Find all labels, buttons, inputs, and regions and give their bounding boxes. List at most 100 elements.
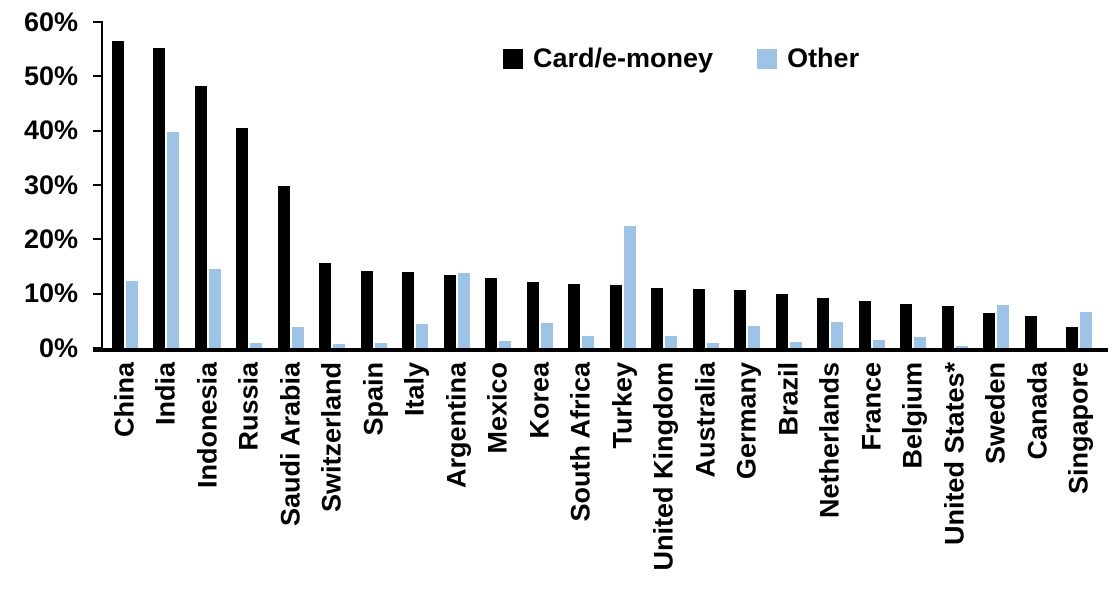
category-label-russia: Russia — [233, 362, 264, 451]
bar-card-e-money-united-kingdom — [651, 288, 664, 348]
bar-other-france — [872, 339, 885, 348]
y-tick-mark — [93, 184, 101, 186]
bar-cluster — [775, 293, 802, 348]
bar-card-e-money-france — [858, 301, 871, 348]
category-column-australia: Australia — [685, 22, 727, 478]
bar-cluster — [692, 289, 719, 348]
bar-other-korea — [540, 323, 553, 348]
bar-card-e-money-brazil — [775, 293, 788, 348]
bar-other-germany — [748, 326, 761, 348]
bar-other-south-africa — [582, 335, 595, 348]
bar-other-belgium — [914, 337, 927, 348]
y-tick-label: 60% — [23, 6, 78, 37]
chart-legend: Card/e-money Other — [503, 45, 859, 72]
other-swatch-icon — [757, 48, 778, 69]
category-label-canada: Canada — [1022, 362, 1053, 460]
bar-cluster — [111, 41, 138, 348]
category-label-italy: Italy — [399, 362, 430, 417]
bar-other-turkey — [623, 225, 636, 348]
category-column-turkey: Turkey — [602, 22, 644, 449]
category-column-argentina: Argentina — [436, 22, 478, 488]
bar-other-brazil — [789, 342, 802, 348]
legend-item-other: Other — [757, 45, 859, 72]
bar-cluster — [443, 273, 470, 348]
bar-card-e-money-south-africa — [568, 284, 581, 348]
bar-card-e-money-saudi-arabia — [277, 186, 290, 348]
plot-area: China India Indonesia Russia Saudi Arabia Swi… — [104, 22, 1100, 570]
bar-other-australia — [706, 342, 719, 348]
bar-other-united-states — [955, 346, 968, 348]
bar-cluster — [402, 271, 429, 348]
bar-card-e-money-india — [153, 48, 166, 348]
bar-card-e-money-turkey — [609, 285, 622, 348]
bar-card-e-money-argentina — [443, 275, 456, 348]
bar-other-switzerland — [333, 343, 346, 348]
bar-cluster — [1024, 315, 1051, 348]
y-tick-label: 50% — [23, 60, 78, 91]
category-column-china: China — [104, 22, 146, 437]
bar-card-e-money-mexico — [485, 277, 498, 348]
bar-card-e-money-spain — [360, 271, 373, 348]
bar-cluster — [485, 277, 512, 348]
bar-card-e-money-russia — [236, 127, 249, 348]
bar-cluster — [319, 263, 346, 348]
bar-card-e-money-sweden — [983, 313, 996, 348]
category-label-belgium: Belgium — [897, 362, 928, 469]
category-label-united-states: United States* — [939, 362, 970, 546]
card-e-money-swatch-icon — [503, 48, 523, 69]
bar-card-e-money-italy — [402, 271, 415, 348]
category-column-spain: Spain — [353, 22, 395, 436]
category-label-south-africa: South Africa — [565, 362, 596, 522]
category-column-italy: Italy — [395, 22, 437, 416]
y-tick-mark — [93, 75, 101, 78]
category-column-south-africa: South Africa — [561, 22, 603, 522]
category-column-mexico: Mexico — [478, 22, 520, 454]
y-tick-mark — [93, 129, 101, 132]
y-tick-mark — [93, 21, 101, 23]
legend-item-card-e-money: Card/e-money — [503, 45, 713, 72]
category-label-mexico: Mexico — [482, 362, 513, 454]
bar-cluster — [858, 301, 885, 348]
category-column-brazil: Brazil — [768, 22, 810, 436]
category-label-united-kingdom: United Kingdom — [648, 362, 679, 571]
category-column-india: India — [146, 22, 188, 425]
bar-other-mexico — [499, 340, 512, 348]
bar-cluster — [277, 186, 304, 348]
y-tick-mark — [93, 238, 101, 241]
bar-cluster — [194, 85, 221, 348]
bar-other-italy — [416, 323, 429, 348]
bar-card-e-money-germany — [734, 290, 747, 348]
y-tick-label: 10% — [23, 278, 78, 309]
legend-label-other: Other — [787, 43, 860, 73]
bar-other-india — [167, 131, 180, 348]
y-tick-label: 40% — [23, 115, 78, 146]
y-axis-labels: 60% 50% 40% 30% 20% 10% 0% — [0, 0, 78, 594]
bar-other-spain — [374, 342, 387, 348]
y-tick-mark — [93, 292, 101, 295]
bar-cluster — [734, 290, 761, 348]
category-column-united-states: United States* — [934, 22, 976, 545]
category-label-argentina: Argentina — [441, 362, 472, 489]
category-column-sweden: Sweden — [976, 22, 1018, 464]
bar-card-e-money-canada — [1024, 315, 1037, 348]
category-label-indonesia: Indonesia — [192, 362, 223, 489]
bar-cluster — [817, 297, 844, 348]
category-column-belgium: Belgium — [893, 22, 935, 469]
category-column-russia: Russia — [229, 22, 271, 451]
category-label-korea: Korea — [524, 362, 555, 439]
bar-cluster — [900, 304, 927, 348]
bar-other-russia — [250, 342, 263, 348]
legend-label-card-e-money: Card/e-money — [533, 43, 714, 73]
category-column-france: France — [851, 22, 893, 451]
category-label-sweden: Sweden — [980, 362, 1011, 465]
bar-other-argentina — [457, 273, 470, 348]
bar-cluster — [983, 304, 1010, 348]
category-column-netherlands: Netherlands — [810, 22, 852, 518]
category-column-indonesia: Indonesia — [187, 22, 229, 488]
category-label-china: China — [109, 362, 140, 438]
y-tick-label: 20% — [23, 223, 78, 254]
category-label-switzerland: Switzerland — [316, 362, 347, 513]
bar-card-e-money-united-states — [941, 305, 954, 348]
bar-card-e-money-singapore — [1066, 326, 1079, 348]
